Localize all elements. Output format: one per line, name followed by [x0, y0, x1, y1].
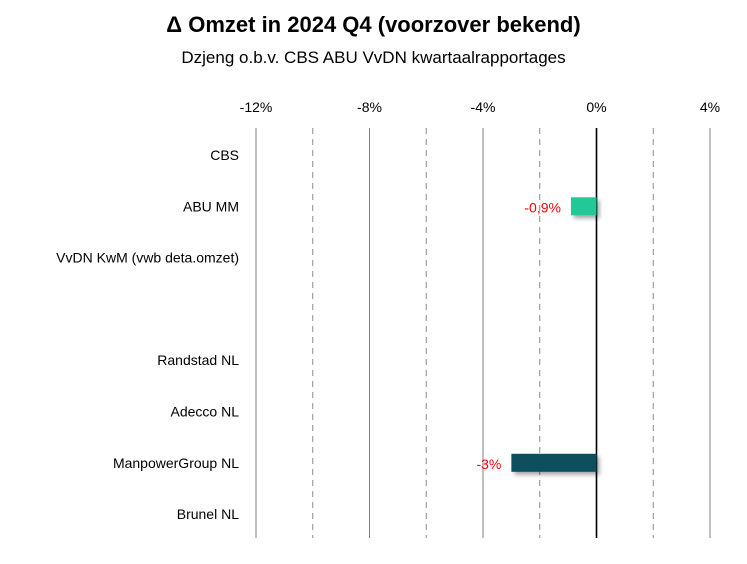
data-labels: -0,9% -3%	[476, 199, 561, 472]
category-label: CBS	[210, 147, 239, 163]
category-labels: CBS ABU MM VvDN KwM (vwb deta.omzet) Randst…	[56, 147, 239, 522]
gridlines	[255, 128, 711, 538]
chart-subtitle: Dzjeng o.b.v. CBS ABU VvDN kwartaalrappo…	[181, 48, 566, 67]
bar	[570, 197, 597, 216]
x-axis-ticks: -12% -8% -4% 0% 4%	[240, 99, 720, 115]
bars	[511, 197, 597, 472]
data-label: -3%	[476, 456, 501, 472]
data-label: -0,9%	[524, 199, 561, 215]
x-tick-label: -12%	[240, 99, 273, 115]
category-label: Randstad NL	[157, 352, 239, 368]
category-label: ManpowerGroup NL	[113, 455, 239, 471]
chart-title: Δ Omzet in 2024 Q4 (voorzover bekend)	[166, 12, 581, 37]
category-label: ABU MM	[183, 198, 239, 214]
x-tick-label: 4%	[700, 99, 720, 115]
category-label: VvDN KwM (vwb deta.omzet)	[56, 250, 239, 266]
x-tick-label: -4%	[471, 99, 496, 115]
bar	[511, 453, 597, 472]
category-label: Adecco NL	[171, 404, 240, 420]
x-tick-label: 0%	[586, 99, 606, 115]
category-label: Brunel NL	[177, 506, 239, 522]
x-tick-label: -8%	[357, 99, 382, 115]
